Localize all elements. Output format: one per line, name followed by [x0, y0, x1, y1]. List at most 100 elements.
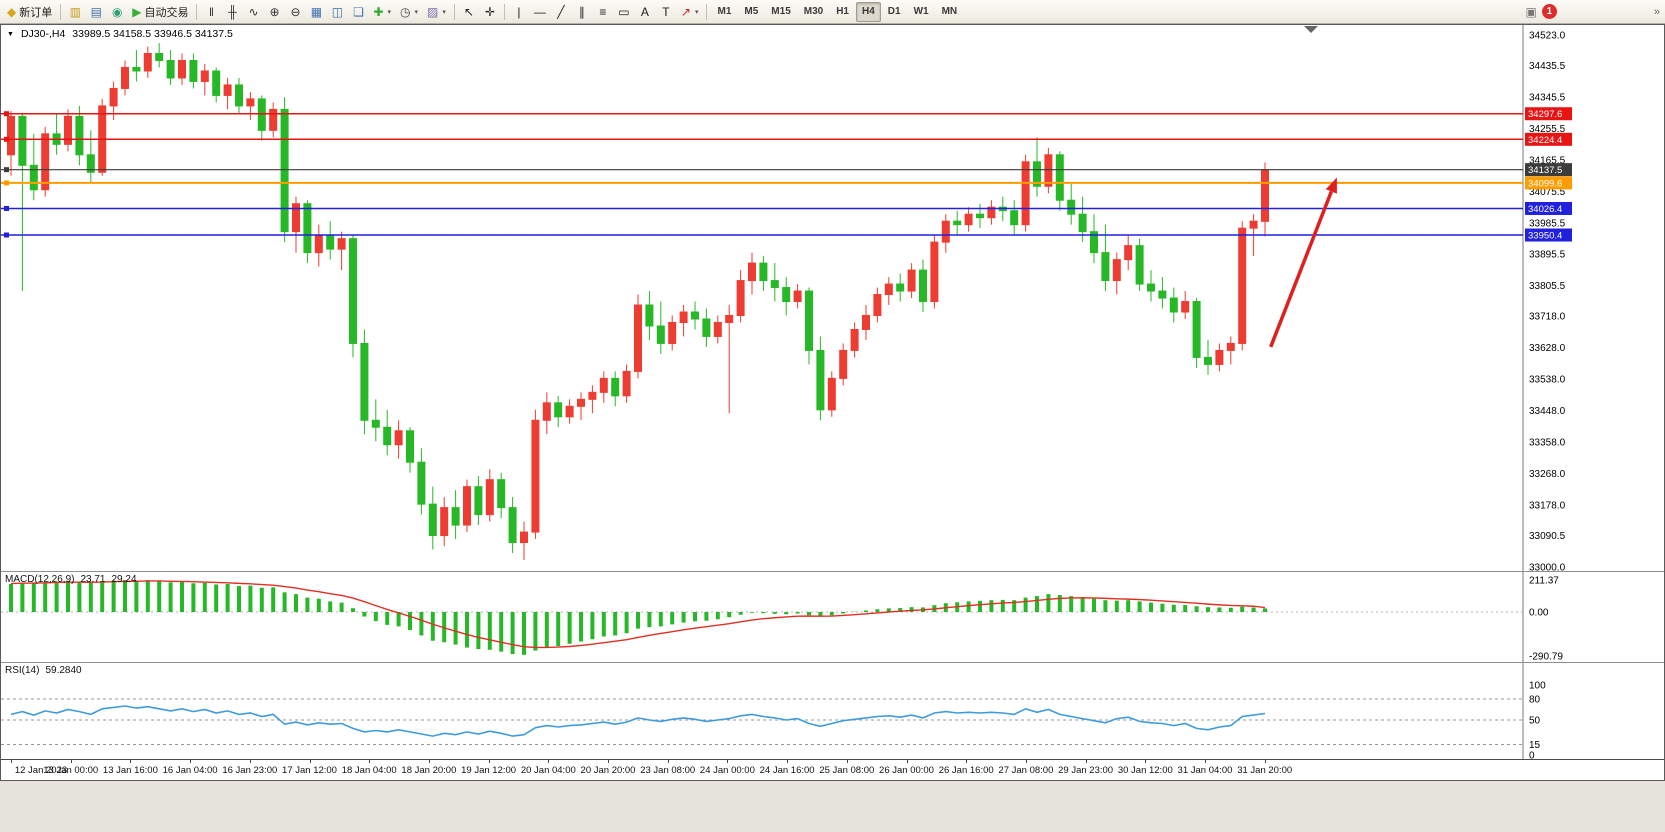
timeframe-m5-button[interactable]: M5	[738, 2, 764, 22]
collapse-triangle-icon[interactable]: ▼	[7, 30, 14, 38]
templates-button[interactable]: ▨ ▾	[423, 2, 450, 22]
zoom-in-button[interactable]: ⊕	[264, 2, 284, 22]
candle	[976, 203, 984, 229]
auto-arrange-icon: ◫	[331, 4, 344, 19]
label-button[interactable]: T	[656, 2, 676, 22]
candle-body	[371, 419, 380, 428]
candle-body	[770, 280, 779, 289]
cursor-button[interactable]: ↖	[459, 2, 479, 22]
timeframe-m30-button[interactable]: M30	[798, 2, 829, 22]
candle	[554, 395, 563, 428]
vertical-line-button[interactable]: |	[509, 2, 529, 22]
timeframe-d1-button[interactable]: D1	[882, 2, 907, 22]
timeframe-m15-button[interactable]: M15	[765, 2, 796, 22]
chart-window-button[interactable]: ▥	[65, 2, 85, 22]
crosshair-button[interactable]: ✛	[480, 2, 500, 22]
alerts-icon[interactable]: ▣	[1525, 4, 1537, 19]
auto-arrange-button[interactable]: ◫	[327, 2, 347, 22]
time-axis-tick	[846, 760, 848, 763]
market-watch-button[interactable]: ▤	[86, 2, 106, 22]
candle	[269, 102, 278, 138]
zoom-out-button[interactable]: ⊖	[285, 2, 305, 22]
level-line-handle[interactable]	[4, 180, 9, 186]
candle	[485, 469, 494, 522]
chart-ohlc-values: 33989.5 34158.5 33946.5 34137.5	[72, 28, 233, 40]
fibonacci-button[interactable]: ≡	[593, 2, 613, 22]
candle	[634, 294, 642, 379]
trend-arrow-shaft[interactable]	[1269, 190, 1333, 348]
macd-panel[interactable]: MACD(12,26,9) 23.71 29.24 211.37 0.00 -290…	[1, 571, 1664, 662]
candle-body	[280, 108, 289, 233]
chart-shift-marker[interactable]	[1304, 26, 1318, 33]
price-axis-badge	[1525, 228, 1572, 242]
candle	[29, 133, 38, 201]
candle	[166, 50, 175, 85]
candle-body	[953, 220, 962, 226]
tile-windows-button[interactable]: ▦	[306, 2, 326, 22]
macd-plot[interactable]: 211.37 0.00 -290.79	[1, 572, 1664, 662]
candle	[884, 277, 893, 306]
timeframe-m1-button[interactable]: M1	[711, 2, 737, 22]
candle-body	[1078, 213, 1087, 233]
time-axis-tick	[249, 760, 251, 763]
candle-body	[930, 241, 939, 303]
main-chart-plot[interactable]: 34523.0 34435.5 34345.5 34255.5 34165.5 34075…	[1, 25, 1664, 571]
time-axis[interactable]: 12 Jan 2023 13 Jan 00:00 13 Jan 16:00 16 Ja…	[1, 759, 1664, 780]
candlestick-chart-button[interactable]: ╫	[222, 2, 242, 22]
rsi-panel[interactable]: RSI(14) 59.2840 100 80 50 15 0	[1, 662, 1664, 759]
horizontal-line-button[interactable]: ―	[530, 2, 550, 22]
candle-body	[634, 304, 642, 372]
candle	[588, 385, 597, 414]
candle	[1055, 151, 1064, 211]
level-line-handle[interactable]	[4, 111, 9, 117]
toolbar-overflow-chevron[interactable]: »	[1653, 5, 1660, 18]
cascade-windows-button[interactable]: ❏	[348, 2, 368, 22]
channel-button[interactable]: ∥	[572, 2, 592, 22]
candle-body	[1215, 349, 1224, 365]
candle-body	[964, 213, 973, 226]
window-background	[0, 781, 1665, 832]
time-axis-label: 24 Jan 16:00	[759, 765, 815, 776]
metaquotes-button[interactable]: ◉	[107, 2, 127, 22]
autotrading-button[interactable]: ▶ 自动交易	[128, 2, 192, 22]
text-button[interactable]: A	[635, 2, 655, 22]
candle	[303, 200, 312, 264]
indicators-button[interactable]: ✚ ▾	[369, 2, 395, 22]
level-line-handle[interactable]	[4, 167, 9, 173]
candle-body	[349, 238, 357, 344]
arrows-tool-button[interactable]: ↗ ▾	[677, 2, 703, 22]
level-line-handle[interactable]	[4, 232, 9, 238]
timeframe-w1-button[interactable]: W1	[908, 2, 935, 22]
candle-body	[976, 213, 984, 219]
candle-body	[884, 283, 893, 296]
candle-body	[1147, 283, 1155, 292]
trend-arrow-head[interactable]	[1325, 177, 1337, 194]
new-order-button[interactable]: ◆ 新订单	[3, 2, 56, 22]
trend-arrow-annotation[interactable]	[1269, 177, 1337, 348]
crosshair-icon: ✛	[484, 4, 495, 19]
candle-body	[1124, 245, 1133, 261]
candle-body	[1238, 227, 1247, 344]
candle	[52, 112, 61, 155]
template-icon: ▨	[427, 4, 439, 19]
main-chart-panel[interactable]: ▼ DJ30-,H4 33989.5 34158.5 33946.5 34137…	[1, 25, 1664, 571]
line-chart-button[interactable]: ∿	[243, 2, 263, 22]
candle-body	[200, 70, 209, 82]
candle-body	[668, 321, 677, 344]
rsi-plot[interactable]: 100 80 50 150	[1, 663, 1664, 759]
level-line-handle[interactable]	[4, 136, 9, 142]
zoom-in-icon: ⊕	[269, 4, 280, 19]
price-axis-label: 33805.5	[1529, 281, 1566, 292]
periods-button[interactable]: ◷ ▾	[396, 2, 422, 22]
notification-badge[interactable]: 1	[1541, 4, 1557, 19]
candle-body	[292, 203, 300, 233]
timeframe-mn-button[interactable]: MN	[936, 2, 964, 22]
timeframe-h1-button[interactable]: H1	[830, 2, 855, 22]
shapes-button[interactable]: ▭	[614, 2, 634, 22]
trendline-button[interactable]: ╱	[551, 2, 571, 22]
level-line-handle[interactable]	[4, 205, 9, 211]
time-axis-label: 18 Jan 20:00	[401, 765, 457, 776]
timeframe-h4-button[interactable]: H4	[856, 1, 881, 22]
time-axis-tick	[369, 760, 371, 763]
bar-chart-button[interactable]: ‖	[201, 2, 221, 22]
